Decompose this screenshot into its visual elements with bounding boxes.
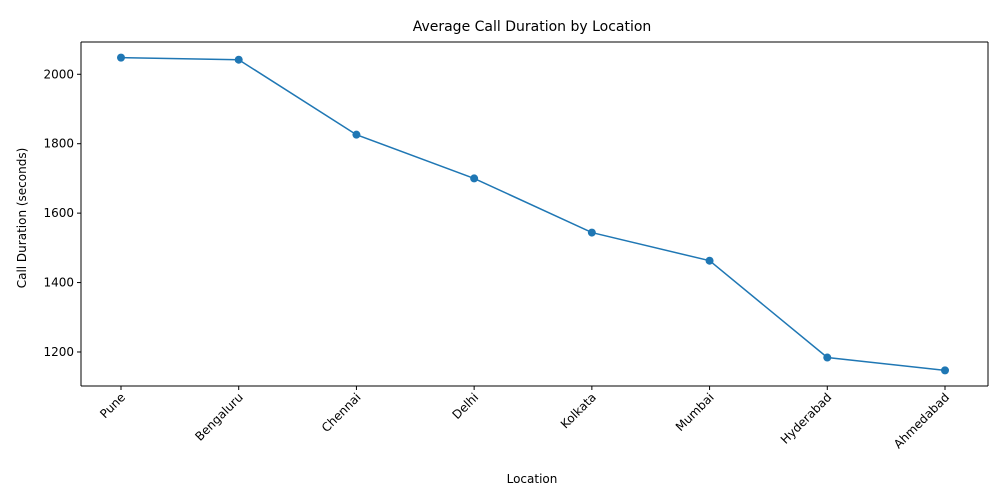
data-point <box>234 55 243 64</box>
x-tick-label: Mumbai <box>673 390 717 434</box>
x-tick-label: Delhi <box>450 390 482 422</box>
x-tick-label: Chennai <box>319 390 364 435</box>
data-point <box>941 366 949 375</box>
data-point <box>470 174 479 183</box>
x-axis-label: Location <box>507 472 558 486</box>
data-point <box>117 53 125 62</box>
y-axis-label: Call Duration (seconds) <box>15 148 29 289</box>
x-tick-label: Hyderabad <box>778 390 835 447</box>
chart-title: Average Call Duration by Location <box>413 19 652 35</box>
y-tick-label: 1400 <box>43 276 74 290</box>
data-point <box>587 228 596 237</box>
x-tick-label: Pune <box>97 390 128 421</box>
x-tick-label: Kolkata <box>558 390 599 431</box>
x-tick-label: Ahmedabad <box>891 390 952 451</box>
y-tick-label: 1600 <box>43 206 74 220</box>
data-point <box>823 353 832 362</box>
series-line <box>120 56 946 372</box>
y-tick-label: 1200 <box>43 345 74 359</box>
x-tick-label: Bengaluru <box>192 390 246 444</box>
y-tick-label: 1800 <box>43 137 74 151</box>
data-point <box>352 130 361 139</box>
plot-area: 1200 1400 1600 1800 2000 Pune Bengaluru Chennai… <box>43 41 989 451</box>
y-tick-label: 2000 <box>43 67 74 81</box>
data-point <box>705 256 714 265</box>
